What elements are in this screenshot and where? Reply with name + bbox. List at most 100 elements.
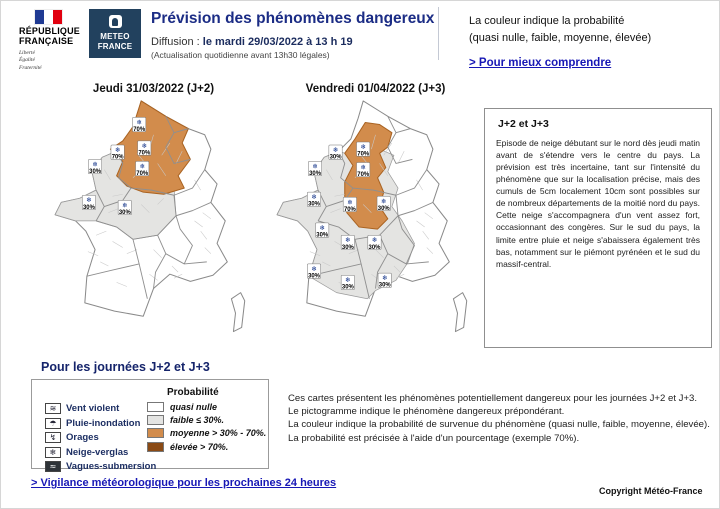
legend-box: ≋ Vent violent ☂ Pluie-inondation ↯ Orag… bbox=[31, 379, 269, 473]
map-label-30%: ❄30% bbox=[340, 274, 355, 291]
forecast-box-title: J+2 et J+3 bbox=[498, 118, 549, 130]
color-note-line2: (quasi nulle, faible, moyenne, élevée) bbox=[469, 31, 652, 44]
snow-ice-icon: ❄ bbox=[139, 162, 145, 170]
snow-ice-icon: ❄ bbox=[311, 193, 317, 201]
wave-icon: ≈ bbox=[45, 461, 61, 473]
color-note: La couleur indique la probabilité (quasi… bbox=[469, 13, 651, 72]
quasi-nulle-swatch bbox=[147, 402, 164, 412]
map-label-30%: ❄30% bbox=[88, 159, 102, 175]
explanation-line: La probabilité est précisée à l'aide d'u… bbox=[288, 432, 580, 444]
svg-text:30%: 30% bbox=[308, 202, 321, 208]
svg-text:30%: 30% bbox=[316, 232, 329, 238]
snow-ice-icon: ❄ bbox=[45, 446, 61, 458]
svg-text:30%: 30% bbox=[379, 283, 392, 289]
snow-ice-icon: ❄ bbox=[381, 197, 387, 205]
diffusion-line: Diffusion : le mardi 29/03/2022 à 13 h 1… bbox=[151, 36, 434, 48]
svg-text:30%: 30% bbox=[342, 245, 355, 251]
legend-item-vagues-submersion: ≈ Vagues-submersion bbox=[45, 461, 156, 473]
snow-ice-icon: ❄ bbox=[345, 236, 351, 244]
snow-ice-icon: ❄ bbox=[141, 142, 147, 150]
diffusion-note: (Actualisation quotidienne avant 13h30 l… bbox=[151, 50, 330, 60]
map-label-30%: ❄30% bbox=[82, 194, 96, 211]
map-label-70%: ❄70% bbox=[342, 197, 357, 213]
svg-text:70%: 70% bbox=[357, 151, 370, 157]
header-divider bbox=[438, 7, 439, 60]
svg-text:30%: 30% bbox=[378, 206, 391, 212]
svg-text:70%: 70% bbox=[136, 171, 149, 177]
map-label-30%: ❄30% bbox=[340, 234, 355, 251]
svg-text:30%: 30% bbox=[308, 273, 321, 279]
map-labels: ❄70%❄70%❄70%❄70%❄30%❄30% ❄30% bbox=[82, 117, 152, 216]
explanation-line: La couleur indique la probabilité de sur… bbox=[288, 419, 710, 431]
storm-icon: ↯ bbox=[45, 432, 61, 444]
map-label-30%: ❄30% bbox=[308, 161, 322, 177]
explanation-line: Ces cartes présentent les phénomènes pot… bbox=[288, 393, 698, 404]
map-title-j2: Jeudi 31/03/2022 (J+2) bbox=[92, 83, 215, 95]
snow-ice-icon: ❄ bbox=[347, 198, 353, 206]
map-label-30%: ❄30% bbox=[367, 234, 382, 251]
map-label-30%: ❄30% bbox=[117, 200, 132, 216]
map-label-30%: ❄30% bbox=[377, 272, 392, 289]
map-label-30%: ❄30% bbox=[307, 191, 321, 208]
snow-ice-icon: ❄ bbox=[122, 201, 128, 209]
probability-item-quasi-nulle: quasi nulle bbox=[147, 402, 266, 412]
meteo-france-icon bbox=[108, 15, 122, 28]
map-label-70%: ❄70% bbox=[110, 144, 125, 161]
snow-ice-icon: ❄ bbox=[382, 274, 388, 282]
snow-ice-icon: ❄ bbox=[312, 162, 318, 170]
republique-francaise-logo: RÉPUBLIQUE FRANÇAISE Liberté Égalité Fra… bbox=[19, 9, 89, 72]
svg-text:70%: 70% bbox=[344, 207, 357, 213]
svg-text:70%: 70% bbox=[357, 172, 370, 178]
pour-mieux-comprendre-link[interactable]: > Pour mieux comprendre bbox=[469, 57, 612, 69]
diffusion-label: Diffusion : bbox=[151, 36, 200, 48]
page-title: Prévision des phénomènes dangereux bbox=[151, 10, 435, 27]
france-map-j2: ❄70%❄70%❄70%❄70%❄30%❄30% ❄30% bbox=[54, 100, 246, 333]
legend-heading: Pour les journées J+2 et J+3 bbox=[41, 360, 210, 374]
legend-item-pluie-inondation: ☂ Pluie-inondation bbox=[45, 417, 156, 429]
elevee-swatch bbox=[147, 441, 164, 452]
snow-ice-icon: ❄ bbox=[136, 118, 142, 126]
forecast-box-body: Episode de neige débutant sur le nord dè… bbox=[496, 138, 700, 269]
copyright: Copyright Météo-France bbox=[599, 486, 703, 496]
probability-item-moyenne: moyenne > 30% - 70%. bbox=[147, 428, 266, 439]
svg-text:30%: 30% bbox=[309, 171, 322, 177]
french-flag-icon bbox=[34, 9, 63, 25]
map-label-70%: ❄70% bbox=[135, 161, 150, 177]
map-label-70%: ❄70% bbox=[132, 117, 147, 133]
snow-ice-icon: ❄ bbox=[311, 265, 317, 273]
france-map-j3: ❄30%❄30%❄70%❄70%❄70%❄30% ❄30%❄30%❄30%❄30%… bbox=[276, 100, 468, 333]
probability-legend: Probabilité quasi nulle faible ≤ 30%. mo… bbox=[147, 387, 266, 455]
svg-text:30%: 30% bbox=[83, 205, 96, 211]
corsica-outline bbox=[230, 292, 246, 333]
snow-ice-icon: ❄ bbox=[92, 160, 98, 168]
snow-ice-icon: ❄ bbox=[333, 146, 339, 154]
map-label-30%: ❄30% bbox=[328, 144, 343, 161]
svg-text:30%: 30% bbox=[119, 210, 132, 216]
map-label-70%: ❄70% bbox=[356, 162, 371, 178]
svg-text:70%: 70% bbox=[138, 150, 151, 156]
snow-ice-icon: ❄ bbox=[360, 143, 366, 151]
snow-ice-icon: ❄ bbox=[360, 163, 366, 171]
corsica-outline bbox=[452, 292, 468, 333]
legend-item-orages: ↯ Orages bbox=[45, 432, 156, 444]
diffusion-datetime: le mardi 29/03/2022 à 13 h 19 bbox=[202, 36, 353, 48]
rain-flood-icon: ☂ bbox=[45, 417, 61, 429]
legend-item-vent-violent: ≋ Vent violent bbox=[45, 403, 156, 414]
legend-item-neige-verglas: ❄ Neige-verglas bbox=[45, 446, 156, 458]
meteo-france-logo: METEO FRANCE bbox=[89, 9, 141, 58]
probability-heading: Probabilité bbox=[167, 387, 219, 398]
map-label-70%: ❄70% bbox=[356, 141, 371, 157]
vigilance-link[interactable]: > Vigilance météorologique pour les proc… bbox=[31, 477, 337, 489]
snow-ice-icon: ❄ bbox=[86, 196, 92, 204]
explanation-line: Le pictogramme indique le phénomène dang… bbox=[288, 406, 565, 418]
svg-text:70%: 70% bbox=[112, 155, 125, 161]
title-block: Prévision des phénomènes dangereux Diffu… bbox=[151, 10, 434, 60]
svg-text:30%: 30% bbox=[369, 245, 382, 251]
probability-item-elevee: élevée > 70%. bbox=[147, 441, 266, 452]
moyenne-swatch bbox=[147, 428, 164, 439]
map-label-30%: ❄30% bbox=[307, 263, 321, 279]
snow-ice-icon: ❄ bbox=[372, 236, 378, 244]
phenomena-legend: ≋ Vent violent ☂ Pluie-inondation ↯ Orag… bbox=[45, 403, 156, 476]
meteo-france-logo-text: METEO FRANCE bbox=[97, 32, 133, 51]
